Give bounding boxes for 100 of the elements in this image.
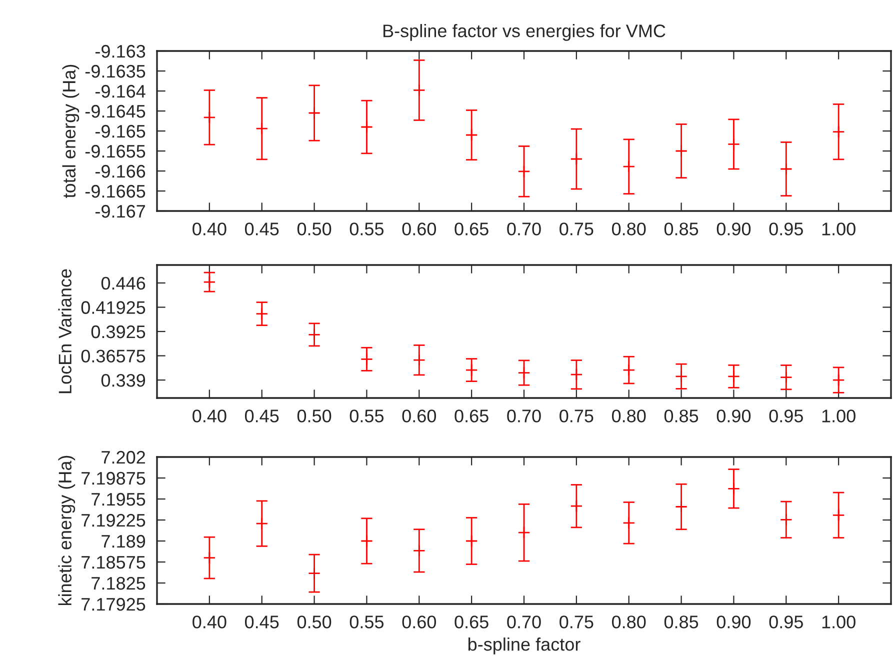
- y-tick-label: -9.1655: [85, 144, 146, 158]
- point: [518, 526, 530, 539]
- point: [256, 308, 268, 320]
- point: [675, 144, 688, 158]
- x-tick-label: 1.00: [822, 410, 856, 422]
- point: [727, 482, 740, 495]
- x-tick-label: 0.75: [560, 222, 594, 236]
- x-tick-label: 0.85: [664, 616, 698, 628]
- point: [412, 354, 426, 366]
- x-tick-label: 0.60: [402, 616, 436, 628]
- x-tick-label: 0.40: [192, 222, 226, 236]
- point: [518, 165, 530, 178]
- point: [360, 120, 373, 134]
- y-tick-label: 7.1825: [92, 576, 146, 590]
- x-tick-label: 0.65: [454, 616, 488, 628]
- y-tick-label: -9.163: [96, 44, 146, 58]
- point: [360, 534, 373, 548]
- y-tick-label: -9.1645: [85, 104, 146, 118]
- y-tick-label: 0.3925: [91, 325, 146, 338]
- y-tick-label: -9.164: [96, 84, 146, 98]
- x-tick-label: 0.60: [402, 222, 436, 236]
- y-tick-label: 0.446: [101, 276, 146, 290]
- x-tick-label: 0.95: [769, 410, 803, 422]
- point: [308, 328, 321, 341]
- point: [465, 534, 478, 548]
- x-tick-label: 0.80: [612, 222, 646, 236]
- point: [780, 513, 792, 526]
- x-tick-label: 0.90: [716, 222, 751, 236]
- x-tick-label: 0.65: [454, 410, 488, 422]
- x-tick-label: 0.50: [297, 410, 332, 422]
- point: [622, 160, 636, 173]
- x-tick-label: 0.95: [769, 616, 803, 628]
- y-axis-title: total energy (Ha): [62, 64, 80, 198]
- point: [570, 368, 583, 381]
- x-tick-label: 0.75: [560, 410, 594, 422]
- y-tick-label: -9.165: [96, 124, 146, 138]
- point: [570, 152, 583, 166]
- point: [622, 516, 636, 530]
- point: [832, 508, 845, 522]
- point: [308, 106, 321, 120]
- chart-title: B-spline factor vs energies for VMC: [384, 24, 666, 41]
- point: [412, 544, 426, 557]
- x-tick-label: 1.00: [822, 222, 856, 236]
- point: [622, 364, 636, 376]
- y-tick-label: 7.19875: [82, 472, 146, 485]
- x-tick-label: 0.95: [769, 222, 803, 236]
- x-tick-label: 0.70: [507, 222, 541, 236]
- x-tick-label: 0.50: [297, 616, 332, 628]
- x-tick-label: 0.70: [507, 410, 541, 422]
- x-tick-label: 0.40: [192, 410, 226, 422]
- point: [727, 138, 740, 150]
- x-tick-label: 0.80: [612, 410, 646, 422]
- x-tick-label: 0.90: [716, 410, 751, 422]
- y-axis-title: LocEn Variance: [58, 269, 72, 394]
- point: [360, 352, 373, 366]
- point: [675, 370, 688, 383]
- point: [465, 128, 478, 142]
- point: [832, 374, 845, 386]
- y-tick-label: 7.202: [102, 450, 145, 464]
- x-tick-label: 0.45: [244, 222, 279, 236]
- point: [570, 500, 583, 512]
- y-tick-label: 7.189: [102, 534, 146, 548]
- x-tick-label: 1.00: [822, 616, 856, 628]
- y-tick-label: 7.1955: [92, 492, 146, 506]
- point: [256, 122, 268, 135]
- y-tick-label: 0.36575: [81, 350, 146, 362]
- y-tick-label: 0.339: [101, 374, 146, 387]
- y-tick-label: -9.1665: [85, 184, 146, 198]
- x-tick-label: 0.50: [297, 222, 332, 236]
- y-tick-label: -9.166: [96, 164, 146, 178]
- y-tick-label: -9.167: [96, 204, 145, 218]
- x-tick-label: 0.55: [350, 222, 384, 236]
- point: [256, 517, 268, 530]
- x-tick-label: 0.55: [350, 616, 384, 628]
- point: [308, 567, 321, 580]
- point: [412, 84, 426, 96]
- x-tick-label: 0.65: [454, 222, 488, 236]
- point: [203, 552, 216, 564]
- x-tick-label: 0.80: [612, 616, 646, 628]
- x-tick-label: 0.75: [560, 616, 594, 628]
- x-tick-label: 0.45: [244, 410, 279, 422]
- x-tick-label: 0.40: [192, 616, 226, 628]
- point: [518, 366, 530, 380]
- y-axis-title: kinetic energy (Ha): [58, 456, 76, 606]
- x-tick-label: 0.70: [507, 616, 541, 628]
- y-tick-label: 7.17925: [82, 598, 146, 611]
- x-tick-label: 0.90: [716, 616, 751, 628]
- x-tick-label: 0.60: [402, 410, 436, 422]
- point: [832, 126, 845, 138]
- y-tick-label: 7.19225: [82, 514, 146, 527]
- x-tick-label: 0.85: [664, 222, 698, 236]
- point: [780, 162, 792, 176]
- point: [203, 276, 216, 288]
- point: [727, 370, 740, 383]
- point: [675, 500, 688, 514]
- y-tick-label: 7.18575: [82, 556, 146, 569]
- x-axis-title: b-spline factor: [468, 638, 580, 654]
- point: [203, 111, 216, 124]
- x-tick-label: 0.85: [664, 410, 698, 422]
- x-tick-label: 0.55: [350, 410, 384, 422]
